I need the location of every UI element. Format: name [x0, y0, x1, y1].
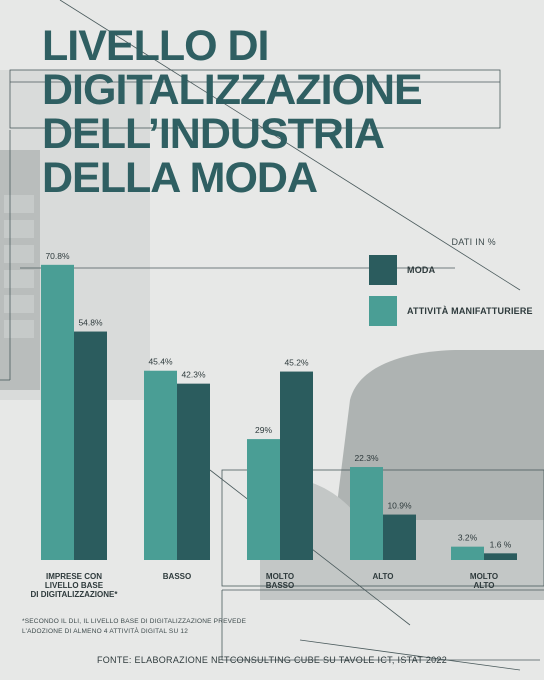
- bar-moda-3: [383, 514, 416, 560]
- data-label-manifatturiere-2: 29%: [255, 425, 272, 435]
- title-line-4: DELLA MODA: [42, 154, 318, 202]
- legend-label-moda: MODA: [407, 265, 436, 275]
- category-label-0: DI DIGITALIZZAZIONE*: [31, 590, 119, 599]
- bar-moda-4: [484, 553, 517, 560]
- source-note: FONTE: ELABORAZIONE NETCONSULTING CUBE S…: [96, 655, 448, 665]
- unit-note: DATI IN %: [451, 237, 496, 247]
- data-label-manifatturiere-4: 3.2%: [458, 533, 478, 543]
- legend-item-moda: MODA: [369, 255, 435, 285]
- legend-item-manifatturiere: ATTIVITÀ MANIFATTURIERE: [369, 296, 533, 326]
- data-label-moda-4: 1.6 %: [490, 539, 512, 549]
- bar-moda-1: [177, 383, 210, 560]
- bar-manifatturiere-0: [41, 264, 74, 560]
- category-label-1: BASSO: [163, 572, 191, 581]
- legend-label-manifatturiere: ATTIVITÀ MANIFATTURIERE: [407, 306, 533, 316]
- bar-manifatturiere-1: [144, 370, 177, 560]
- data-label-moda-1: 42.3%: [181, 370, 206, 380]
- title-line-3: DELL’INDUSTRIA: [42, 110, 385, 158]
- data-label-moda-0: 54.8%: [78, 318, 103, 328]
- legend-swatch-moda: [369, 255, 397, 285]
- category-label-3: ALTO: [372, 572, 393, 581]
- bar-manifatturiere-2: [247, 439, 280, 560]
- data-label-moda-3: 10.9%: [387, 501, 412, 511]
- bar-moda-2: [280, 371, 313, 560]
- data-label-manifatturiere-1: 45.4%: [148, 357, 173, 367]
- page-title: LIVELLO DI DIGITALIZZAZIONE DELL’INDUSTR…: [42, 22, 423, 202]
- category-label-2: BASSO: [266, 581, 294, 590]
- legend-swatch-manifatturiere: [369, 296, 397, 326]
- bar-moda-0: [74, 331, 107, 560]
- bar-manifatturiere-4: [451, 546, 484, 560]
- category-label-0: IMPRESE CON: [46, 572, 102, 581]
- data-label-manifatturiere-3: 22.3%: [354, 453, 379, 463]
- data-label-moda-2: 45.2%: [284, 358, 309, 368]
- category-label-2: MOLTO: [266, 572, 294, 581]
- category-label-4: MOLTO: [470, 572, 498, 581]
- title-line-2: DIGITALIZZAZIONE: [42, 66, 423, 114]
- title-line-1: LIVELLO DI: [42, 22, 269, 70]
- footnote: *SECONDO IL DLI, IL LIVELLO BASE DI DIGI…: [22, 618, 247, 635]
- category-label-4: ALTO: [473, 581, 494, 590]
- category-label-0: LIVELLO BASE: [45, 581, 104, 590]
- bar-manifatturiere-3: [350, 467, 383, 560]
- data-label-manifatturiere-0: 70.8%: [45, 251, 70, 261]
